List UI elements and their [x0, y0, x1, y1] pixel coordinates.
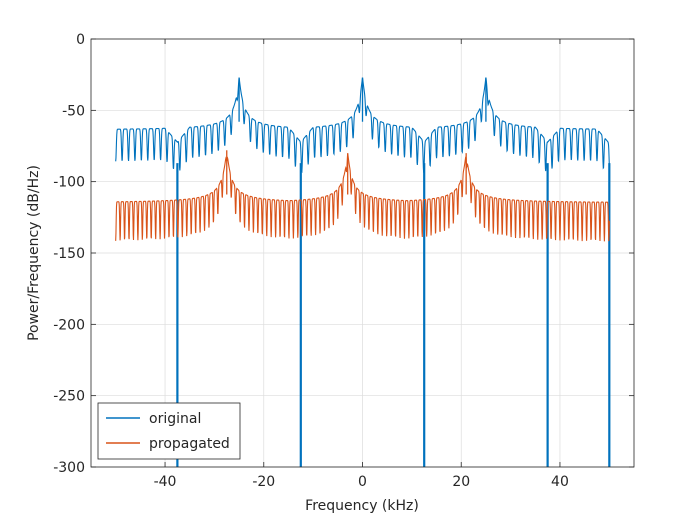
- x-tick-label: 0: [358, 474, 367, 490]
- legend-box: [97, 402, 241, 460]
- legend-label-original: original: [149, 411, 201, 427]
- y-tick-label: -250: [53, 389, 85, 405]
- x-tick-label: -40: [154, 474, 177, 490]
- x-axis-label: Frequency (kHz): [305, 498, 419, 514]
- y-tick-label: 0: [76, 32, 85, 48]
- ticks: -40 -20 0 20 400-50-100-150-200-250-300: [53, 32, 634, 490]
- x-tick-label: 20: [452, 474, 470, 490]
- series-line-propagated: [115, 153, 610, 242]
- legend: original propagated: [97, 402, 241, 460]
- legend-label-propagated: propagated: [149, 436, 230, 452]
- y-axis-label: Power/Frequency (dB/Hz): [26, 165, 42, 341]
- y-tick-label: -300: [53, 460, 85, 476]
- y-tick-label: -150: [53, 246, 85, 262]
- y-tick-label: -50: [62, 103, 85, 119]
- y-tick-label: -200: [53, 317, 85, 333]
- y-tick-label: -100: [53, 175, 85, 191]
- x-tick-label: 40: [551, 474, 569, 490]
- x-tick-label: -20: [252, 474, 275, 490]
